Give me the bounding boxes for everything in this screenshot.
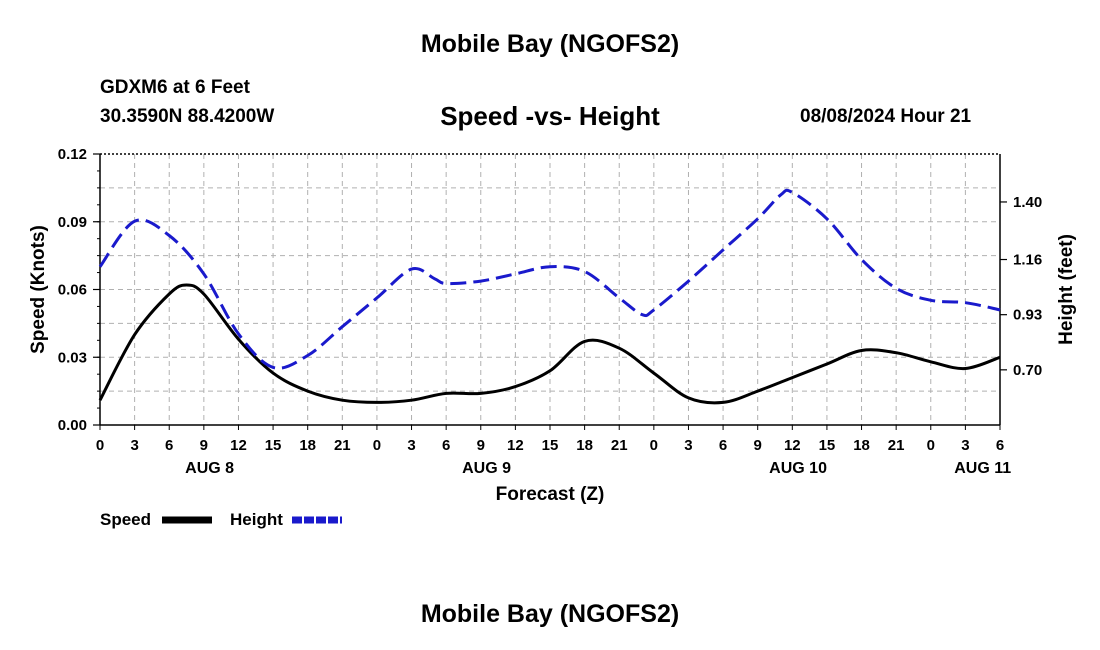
x-tick-label: 18: [576, 437, 593, 454]
x-day-label: AUG 9: [462, 460, 511, 477]
y-tick-label: 0.09: [58, 214, 87, 231]
station-coordinates: 30.3590N 88.4200W: [100, 106, 275, 127]
x-tick-label: 3: [961, 437, 969, 454]
series-line-speed: [98, 283, 1001, 405]
x-tick-label: 6: [442, 437, 450, 454]
x-tick-label: 21: [611, 437, 628, 454]
x-tick-label: 0: [927, 437, 935, 454]
x-tick-label: 6: [165, 437, 173, 454]
forecast-datetime: 08/08/2024 Hour 21: [800, 106, 972, 127]
x-tick-label: 0: [650, 437, 658, 454]
x-tick-label: 9: [200, 437, 208, 454]
x-tick-label: 3: [130, 437, 138, 454]
x-tick-label: 15: [542, 437, 559, 454]
y-tick-label: 0.03: [58, 349, 87, 366]
x-day-label: AUG 11: [954, 460, 1011, 477]
y2-tick-label: 0.93: [1013, 307, 1042, 324]
series-line-height: [98, 188, 1001, 370]
x-tick-label: 15: [819, 437, 836, 454]
x-tick-label: 3: [407, 437, 415, 454]
chart-subtitle: Speed -vs- Height: [440, 101, 660, 131]
x-tick-label: 6: [996, 437, 1004, 454]
x-axis-title: Forecast (Z): [496, 484, 605, 505]
x-tick-label: 21: [888, 437, 905, 454]
x-tick-label: 18: [299, 437, 316, 454]
legend-label-height: Height: [230, 510, 283, 529]
x-tick-label: 12: [784, 437, 801, 454]
x-tick-label: 21: [334, 437, 351, 454]
legend-label-speed: Speed: [100, 510, 151, 529]
x-tick-label: 9: [477, 437, 485, 454]
footer-title: Mobile Bay (NGOFS2): [420, 600, 680, 628]
x-tick-label: 18: [853, 437, 870, 454]
y-axis-title: Speed (Knots): [28, 225, 49, 354]
y2-tick-label: 0.70: [1013, 362, 1042, 379]
x-tick-label: 0: [373, 437, 381, 454]
x-tick-label: 6: [719, 437, 727, 454]
y2-tick-label: 1.16: [1013, 252, 1042, 269]
chart-title: Mobile Bay (NGOFS2): [420, 30, 680, 58]
y-tick-label: 0.00: [58, 417, 87, 434]
x-tick-label: 12: [507, 437, 524, 454]
x-tick-label: 12: [230, 437, 247, 454]
y2-axis-title: Height (feet): [1056, 234, 1077, 345]
x-tick-label: 15: [265, 437, 282, 454]
y-tick-label: 0.06: [58, 282, 87, 299]
y-tick-label: 0.12: [58, 146, 87, 163]
x-tick-label: 0: [96, 437, 104, 454]
y2-tick-label: 1.40: [1013, 194, 1042, 211]
station-label: GDXM6 at 6 Feet: [100, 77, 250, 98]
x-day-label: AUG 10: [769, 460, 827, 477]
x-day-label: AUG 8: [185, 460, 234, 477]
x-tick-label: 9: [754, 437, 762, 454]
x-tick-label: 3: [684, 437, 692, 454]
